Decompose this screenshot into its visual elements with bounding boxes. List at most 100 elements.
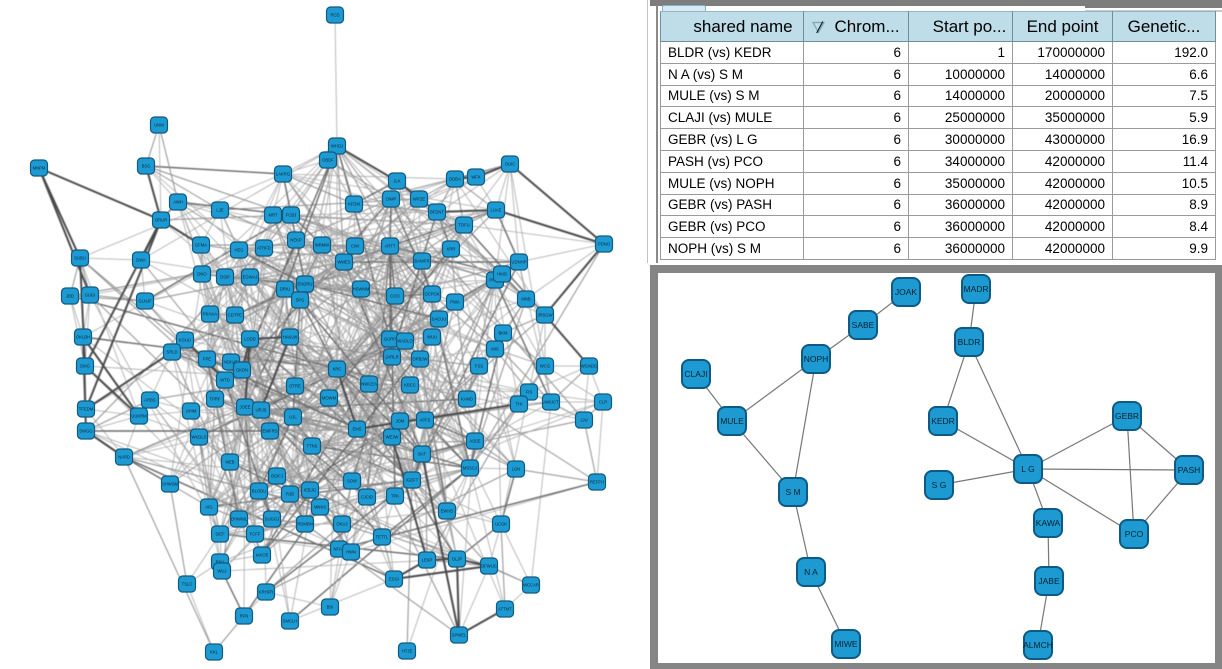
svg-text:UDNHP: UDNHP (512, 260, 527, 265)
svg-text:BSG: BSG (142, 164, 151, 169)
svg-text:EWHD: EWHD (441, 509, 454, 514)
svg-text:BLDR: BLDR (958, 337, 981, 347)
svg-text:RJB: RJB (286, 492, 294, 497)
svg-text:KKL: KKL (210, 650, 219, 655)
svg-text:SWGG: SWGG (79, 429, 92, 434)
svg-text:EMS: EMS (352, 427, 361, 432)
svg-text:JARLR: JARLR (385, 355, 398, 360)
svg-text:TOFU: TOFU (458, 223, 469, 228)
svg-text:AIG: AIG (205, 505, 212, 510)
svg-text:SOW: SOW (347, 479, 357, 484)
svg-text:FPE: FPE (203, 357, 211, 362)
svg-text:SHWSM: SHWSM (162, 482, 179, 487)
svg-text:OHWWL: OHWWL (231, 517, 248, 522)
svg-text:PASH: PASH (1178, 465, 1201, 475)
svg-text:WKDLS: WKDLS (192, 435, 207, 440)
svg-text:TPRF: TPRF (210, 397, 221, 402)
svg-text:OTRE: OTRE (289, 384, 301, 389)
svg-text:WFK: WFK (471, 175, 481, 180)
svg-text:KFDM: KFDM (348, 202, 360, 207)
svg-text:KRC: KRC (333, 367, 342, 372)
svg-text:REFFH: REFFH (590, 480, 604, 485)
svg-text:DMG: DMG (80, 364, 90, 369)
svg-text:PKHAA: PKHAA (203, 312, 217, 317)
svg-text:NDIUG: NDIUG (224, 360, 238, 365)
svg-text:GKDN: GKDN (236, 368, 248, 373)
svg-text:NARD: NARD (118, 455, 130, 460)
svg-text:OUIC: OUIC (505, 162, 515, 167)
svg-text:OCPOK: OCPOK (424, 292, 439, 297)
svg-text:ARTT: ARTT (385, 244, 396, 249)
svg-text:ASSE: ASSE (469, 439, 480, 444)
svg-text:CJCID: CJCID (361, 495, 373, 500)
svg-text:KEDR: KEDR (931, 416, 955, 426)
svg-text:UUKRM: UUKRM (131, 414, 147, 419)
svg-text:BAT: BAT (418, 452, 426, 457)
svg-text:MEB: MEB (225, 460, 234, 465)
svg-text:WUJ: WUJ (217, 569, 226, 574)
svg-text:CLR: CLR (599, 400, 607, 405)
svg-text:DSIP: DSIP (220, 275, 230, 280)
svg-text:BKM: BKM (498, 331, 508, 336)
svg-text:JABE: JABE (1038, 576, 1060, 586)
svg-text:FCBJ: FCBJ (286, 213, 296, 218)
svg-text:SPWEL: SPWEL (452, 633, 467, 638)
svg-text:OKUJ: OKUJ (336, 522, 347, 527)
svg-text:OLJP: OLJP (452, 557, 463, 562)
svg-text:FCFF: FCFF (250, 532, 261, 537)
svg-text:IAKOE: IAKOE (256, 553, 269, 558)
svg-text:CIW: CIW (351, 244, 359, 249)
svg-text:ALMCH: ALMCH (1023, 640, 1053, 650)
svg-text:EWFRS: EWFRS (262, 429, 277, 434)
svg-text:AWUCT: AWUCT (543, 400, 559, 405)
svg-text:NEKP: NEKP (290, 238, 302, 243)
svg-text:HAKLW: HAKLW (283, 335, 298, 340)
svg-text:GURP: GURP (384, 337, 396, 342)
svg-text:JOM: JOM (396, 419, 405, 424)
svg-text:WTD: WTD (220, 378, 230, 383)
svg-text:S M: S M (785, 487, 800, 497)
svg-text:OKLBH: OKLBH (76, 335, 90, 340)
svg-text:ARBS: ARBS (144, 398, 156, 403)
svg-text:BFDNT: BFDNT (430, 210, 444, 215)
svg-text:UNW: UNW (154, 123, 164, 128)
svg-text:PDNO: PDNO (598, 242, 611, 247)
svg-text:OBDF: OBDF (322, 158, 334, 163)
svg-text:HKIB: HKIB (497, 272, 507, 277)
svg-text:KRR: KRR (447, 247, 456, 252)
svg-text:L G: L G (1021, 464, 1034, 474)
svg-text:WFDE: WFDE (413, 197, 426, 202)
svg-text:THI: THI (516, 402, 523, 407)
svg-text:MULE: MULE (720, 416, 744, 426)
svg-text:SABE: SABE (852, 320, 875, 330)
svg-text:JDD: JDD (66, 294, 74, 299)
svg-text:LEKP: LEKP (422, 558, 433, 563)
svg-text:SMCLH: SMCLH (283, 619, 298, 624)
svg-text:MNB: MNB (521, 297, 531, 302)
svg-text:SIEF: SIEF (215, 532, 225, 537)
svg-text:KRHFR: KRHFR (259, 590, 273, 595)
svg-text:ENDRU: ENDRU (298, 282, 313, 287)
svg-text:COO: COO (390, 294, 400, 299)
svg-text:PWA: PWA (450, 300, 460, 305)
svg-text:JRSGW: JRSGW (537, 313, 552, 318)
svg-text:DFWUC: DFWUC (481, 564, 497, 569)
svg-text:WUU: WUU (427, 335, 437, 340)
svg-text:LAKRG: LAKRG (276, 172, 290, 177)
svg-text:TETTL: TETTL (376, 535, 389, 540)
svg-text:SACUU: SACUU (432, 317, 447, 322)
svg-text:BAWFR: BAWFR (415, 259, 430, 264)
svg-text:MOWM: MOWM (322, 396, 337, 401)
svg-text:HSWMM: HSWMM (353, 287, 370, 292)
svg-text:APFS: APFS (420, 418, 431, 423)
svg-text:UHIM: UHIM (186, 409, 197, 414)
svg-text:AWH: AWH (173, 200, 183, 205)
svg-text:TTNS: TTNS (307, 444, 318, 449)
svg-text:RDMBN: RDMBN (297, 522, 312, 527)
svg-text:MIWE: MIWE (834, 639, 857, 649)
svg-text:S G: S G (932, 480, 947, 490)
svg-text:EGWAJ: EGWAJ (243, 275, 258, 280)
svg-text:JOEE: JOEE (240, 405, 251, 410)
svg-text:BLODU: BLODU (252, 489, 266, 494)
svg-text:HTJE: HTJE (402, 649, 413, 654)
